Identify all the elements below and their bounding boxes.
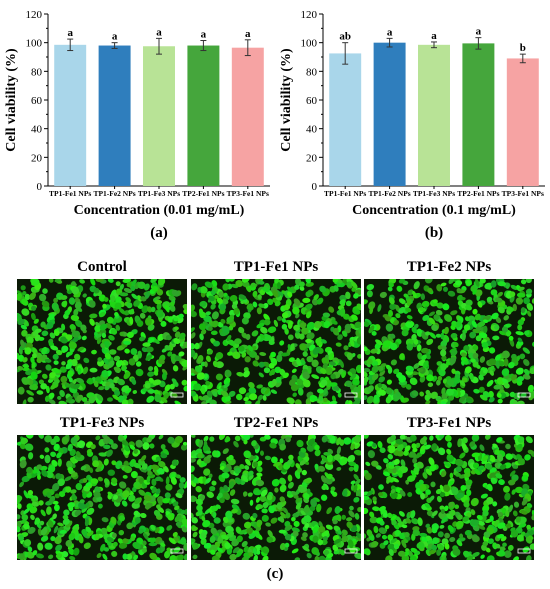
x-tick-label: TP1-Fe2 NPs <box>368 189 410 198</box>
scale-bar <box>517 548 531 554</box>
micrograph-title-tp1-fe2: TP1-Fe2 NPs <box>406 259 492 275</box>
y-tick-label: 80 <box>31 66 43 78</box>
y-axis-title: Cell viability (%) <box>279 48 294 152</box>
significance-label: a <box>431 30 437 42</box>
micrograph-title-tp1-fe3: TP1-Fe3 NPs <box>59 415 145 431</box>
bar <box>462 43 495 187</box>
bar <box>506 58 539 186</box>
significance-label: a <box>156 26 162 38</box>
significance-label: a <box>476 26 482 38</box>
x-tick-label: TP2-Fe1 NPs <box>182 189 224 198</box>
scale-bar <box>344 548 358 554</box>
micrograph-title-tp1-fe1: TP1-Fe1 NPs <box>233 259 319 275</box>
bar <box>98 45 131 187</box>
significance-label: a <box>67 27 73 39</box>
significance-label: ab <box>339 31 351 43</box>
x-tick-label: TP1-Fe3 NPs <box>138 189 180 198</box>
bar <box>373 42 406 186</box>
y-tick-label: 120 <box>301 9 318 21</box>
micrograph-tp1-fe1 <box>191 279 361 404</box>
cell-layer <box>364 435 534 560</box>
micrograph-control <box>17 279 187 404</box>
x-tick-label: TP1-Fe1 NPs <box>324 189 366 198</box>
cell-layer <box>17 279 187 404</box>
y-tick-label: 60 <box>306 95 318 107</box>
significance-label: a <box>387 26 393 38</box>
micrograph-tp2-fe1 <box>191 435 361 560</box>
bar <box>143 46 175 186</box>
bar <box>187 45 220 187</box>
x-tick-label: TP1-Fe1 NPs <box>49 189 91 198</box>
cell-layer <box>17 435 187 560</box>
x-tick-label: TP2-Fe1 NPs <box>457 189 499 198</box>
y-tick-label: 100 <box>301 38 318 50</box>
y-tick-label: 0 <box>312 181 318 193</box>
scale-bar <box>170 548 184 554</box>
x-tick-label: TP3-Fe1 NPs <box>227 189 269 198</box>
panel-label: (b) <box>425 225 443 241</box>
micrograph-title-control: Control <box>77 259 127 275</box>
y-tick-label: 20 <box>31 152 43 164</box>
panel-label: (a) <box>150 225 168 241</box>
micrograph-title-tp2-fe1: TP2-Fe1 NPs <box>233 415 319 431</box>
y-tick-label: 60 <box>31 95 43 107</box>
x-tick-label: TP1-Fe2 NPs <box>93 189 135 198</box>
micrograph-tp1-fe3 <box>17 435 187 560</box>
x-axis-title: Concentration (0.01 mg/mL) <box>74 203 245 218</box>
significance-label: a <box>112 31 118 43</box>
y-axis-title: Cell viability (%) <box>4 48 19 152</box>
significance-label: a <box>245 28 251 40</box>
y-tick-label: 20 <box>306 152 318 164</box>
significance-label: a <box>201 29 207 41</box>
x-tick-label: TP1-Fe3 NPs <box>413 189 455 198</box>
y-tick-label: 40 <box>306 124 318 136</box>
bar <box>54 44 87 186</box>
bar <box>418 44 450 186</box>
bar <box>329 53 362 186</box>
micrograph-tp3-fe1 <box>364 435 534 560</box>
y-tick-label: 120 <box>26 9 43 21</box>
cell-layer <box>364 279 534 404</box>
bar <box>231 47 264 186</box>
scale-bar <box>517 392 531 398</box>
panel-label-c: (c) <box>266 566 284 582</box>
micrograph-title-tp3-fe1: TP3-Fe1 NPs <box>406 415 492 431</box>
x-tick-label: TP3-Fe1 NPs <box>502 189 544 198</box>
cell-layer <box>191 279 361 404</box>
significance-label: b <box>520 42 526 54</box>
y-tick-label: 100 <box>26 38 43 50</box>
cell-layer <box>191 435 361 560</box>
micrograph-tp1-fe2 <box>364 279 534 404</box>
y-tick-label: 40 <box>31 124 43 136</box>
scale-bar <box>170 392 184 398</box>
y-tick-label: 0 <box>37 181 43 193</box>
bar-chart-a: 0 20 40 60 80 100 120 a TP1-Fe1 NPs a TP1-Fe2 NPs a… <box>4 9 270 241</box>
x-axis-title: Concentration (0.1 mg/mL) <box>352 203 516 218</box>
scale-bar <box>344 392 358 398</box>
y-tick-label: 80 <box>306 66 318 78</box>
